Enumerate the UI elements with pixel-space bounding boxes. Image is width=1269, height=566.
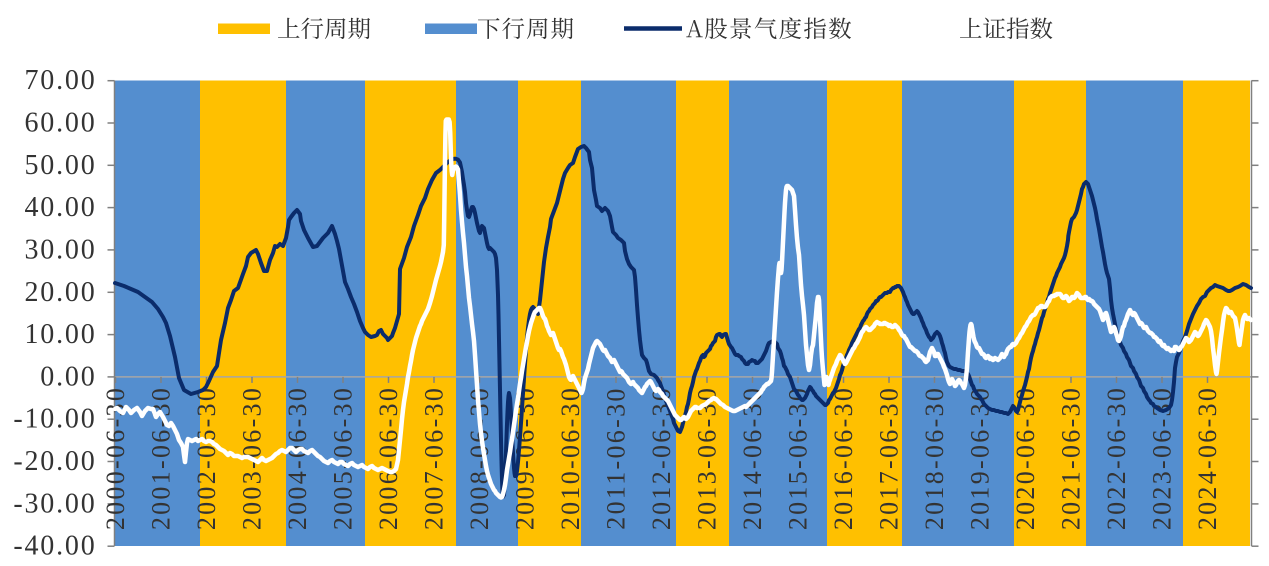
svg-text:2015-06-30: 2015-06-30: [784, 386, 813, 530]
svg-text:-40.00: -40.00: [13, 531, 96, 561]
svg-text:-30.00: -30.00: [13, 488, 96, 519]
svg-text:2014-06-30: 2014-06-30: [738, 386, 767, 530]
svg-text:2004-06-30: 2004-06-30: [283, 386, 312, 530]
svg-text:2021-06-30: 2021-06-30: [1057, 386, 1086, 530]
svg-text:2010-06-30: 2010-06-30: [556, 386, 585, 530]
svg-text:50.00: 50.00: [25, 150, 97, 181]
svg-text:-10.00: -10.00: [13, 404, 96, 435]
svg-text:2022-06-30: 2022-06-30: [1102, 386, 1131, 530]
svg-text:0.00: 0.00: [40, 361, 96, 392]
svg-text:70.00: 70.00: [25, 65, 97, 96]
svg-text:40.00: 40.00: [25, 192, 97, 223]
svg-text:2011-06-30: 2011-06-30: [602, 386, 631, 529]
svg-text:2002-06-30: 2002-06-30: [192, 386, 221, 530]
svg-text:60.00: 60.00: [25, 108, 97, 139]
svg-text:20.00: 20.00: [25, 277, 97, 308]
svg-text:10.00: 10.00: [25, 319, 97, 350]
svg-text:2007-06-30: 2007-06-30: [420, 386, 449, 530]
svg-text:2016-06-30: 2016-06-30: [829, 386, 858, 530]
svg-text:-20.00: -20.00: [13, 446, 96, 477]
svg-text:2024-06-30: 2024-06-30: [1193, 386, 1222, 530]
svg-text:30.00: 30.00: [25, 234, 97, 265]
svg-text:2017-06-30: 2017-06-30: [875, 386, 904, 530]
svg-text:2023-06-30: 2023-06-30: [1148, 386, 1177, 530]
svg-text:2018-06-30: 2018-06-30: [920, 386, 949, 530]
svg-text:2005-06-30: 2005-06-30: [329, 386, 358, 530]
